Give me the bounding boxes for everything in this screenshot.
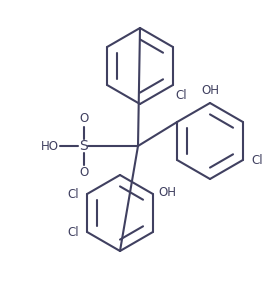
Text: Cl: Cl — [251, 153, 263, 167]
Text: Cl: Cl — [67, 225, 79, 239]
Text: OH: OH — [201, 83, 219, 96]
Text: OH: OH — [158, 185, 176, 198]
Text: O: O — [79, 167, 89, 180]
Text: HO: HO — [41, 139, 59, 153]
Text: Cl: Cl — [175, 89, 187, 101]
Text: Cl: Cl — [67, 187, 79, 201]
Text: O: O — [79, 112, 89, 126]
Text: S: S — [80, 139, 88, 153]
